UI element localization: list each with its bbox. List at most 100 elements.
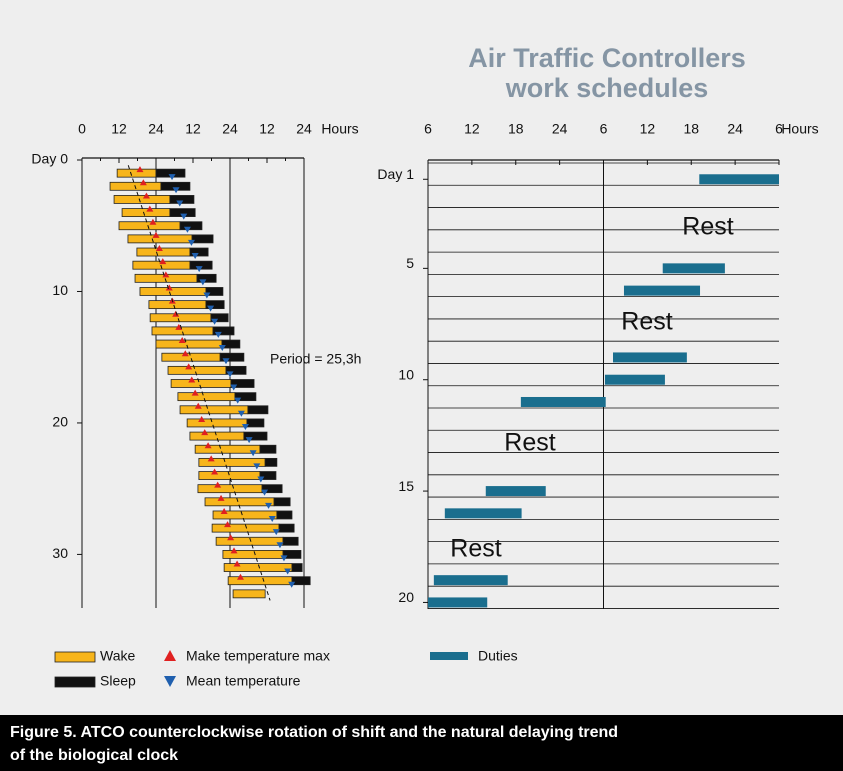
x-tick-label: 6 — [424, 121, 432, 137]
temp-max-marker — [191, 389, 199, 396]
x-axis-label: Hours — [781, 121, 818, 137]
mean-temp-marker — [280, 555, 288, 562]
wake-bar — [197, 484, 263, 494]
duty-bar — [520, 396, 606, 407]
sleep-bar — [219, 352, 245, 362]
mean-temp-marker — [187, 239, 195, 246]
sleep-bar — [276, 510, 293, 520]
temp-max-marker — [139, 179, 147, 186]
x-tick-label: 6 — [600, 121, 608, 137]
temp-max-marker — [217, 494, 225, 501]
y-tick-label: 30 — [52, 545, 68, 561]
annotation: Rest — [621, 308, 672, 336]
sleep-bar — [291, 576, 311, 586]
caption-band — [0, 715, 843, 771]
mean-temp-marker — [214, 331, 222, 338]
temp-max-marker — [142, 192, 150, 199]
sleep-bar — [261, 484, 283, 494]
duty-bar — [433, 575, 508, 586]
sleep-bar — [169, 195, 195, 204]
mean-temp-marker — [265, 502, 273, 509]
mean-temp-marker — [257, 476, 265, 483]
mean-temp-marker — [195, 266, 203, 273]
temp-max-marker — [149, 218, 157, 225]
wake-bar — [170, 379, 232, 388]
mean-temp-marker — [199, 279, 207, 286]
mean-temp-marker — [272, 529, 280, 536]
wake-bar — [113, 195, 171, 204]
caption: Figure 5. ATCO counterclockwise rotation… — [10, 724, 618, 741]
mean-temp-marker — [222, 358, 230, 365]
temp-max-marker — [188, 376, 196, 383]
temp-max-marker — [194, 402, 202, 409]
mean-temp-marker — [203, 292, 211, 299]
temp-max-marker — [233, 560, 241, 567]
temp-max-marker — [211, 468, 219, 475]
sleep-bar — [225, 365, 247, 375]
wake-bar — [127, 234, 193, 244]
legend-label: Sleep — [100, 673, 136, 689]
temp-max-marker — [181, 350, 189, 357]
mean-temp-marker — [211, 318, 219, 325]
mean-temp-marker — [261, 489, 269, 496]
wake-bar — [194, 444, 261, 454]
temp-max-marker — [201, 429, 209, 436]
mean-temp-marker — [245, 437, 253, 444]
mean-temp-marker — [288, 581, 296, 588]
mean-temp-marker — [207, 305, 215, 312]
annotation: Period = 25,3h — [270, 351, 361, 367]
x-tick-label: 24 — [727, 121, 743, 137]
x-tick-label: 0 — [78, 121, 86, 137]
wake-bar — [232, 589, 266, 599]
duty-bar — [428, 597, 488, 608]
temp-max-marker — [227, 534, 235, 541]
duty-bar — [604, 374, 665, 385]
duty-bar — [699, 174, 779, 185]
mean-temp-marker — [253, 463, 261, 470]
sleep-bar — [210, 313, 229, 323]
legend-swatch — [54, 651, 96, 663]
mean-temp-marker — [241, 423, 249, 430]
temp-max-marker — [236, 573, 244, 580]
x-tick-label: 24 — [296, 121, 312, 137]
sleep-bar — [189, 260, 213, 270]
mean-temp-marker — [172, 187, 180, 194]
mean-temp-marker — [180, 213, 188, 220]
wake-bar — [227, 576, 293, 586]
x-tick-label: 12 — [640, 121, 656, 137]
chart-title: work schedules — [505, 73, 709, 103]
mean-temp-marker — [168, 174, 176, 181]
x-tick-label: 12 — [185, 121, 201, 137]
y-tick-label: 5 — [406, 255, 414, 271]
chart-title: Air Traffic Controllers — [468, 43, 746, 73]
sleep-bar — [221, 339, 241, 349]
temp-max-marker — [224, 521, 232, 528]
mean-temp-marker — [276, 542, 284, 549]
duty-bar — [623, 285, 701, 296]
legend-swatch — [164, 676, 176, 687]
legend-swatch — [54, 676, 96, 688]
x-axis-label: Hours — [321, 121, 358, 137]
x-tick-label: 18 — [683, 121, 699, 137]
x-tick-label: 18 — [508, 121, 524, 137]
wake-bar — [204, 497, 275, 507]
sleep-bar — [189, 247, 209, 257]
x-tick-label: 24 — [552, 121, 568, 137]
wake-bar — [161, 352, 221, 362]
wake-bar — [116, 168, 157, 178]
wake-bar — [198, 471, 261, 480]
wake-bar — [177, 392, 236, 402]
sleep-bar — [243, 431, 268, 441]
temp-max-marker — [175, 323, 183, 330]
y-tick-label: Day 1 — [377, 166, 414, 182]
sleep-bar — [196, 273, 217, 283]
mean-temp-marker — [284, 568, 292, 575]
mean-temp-marker — [226, 371, 234, 378]
x-tick-label: 6 — [775, 121, 783, 137]
sleep-bar — [212, 326, 235, 336]
sleep-bar — [205, 300, 225, 310]
sleep-bar — [205, 287, 224, 296]
y-tick-label: 20 — [398, 589, 414, 605]
sleep-bar — [259, 471, 277, 480]
